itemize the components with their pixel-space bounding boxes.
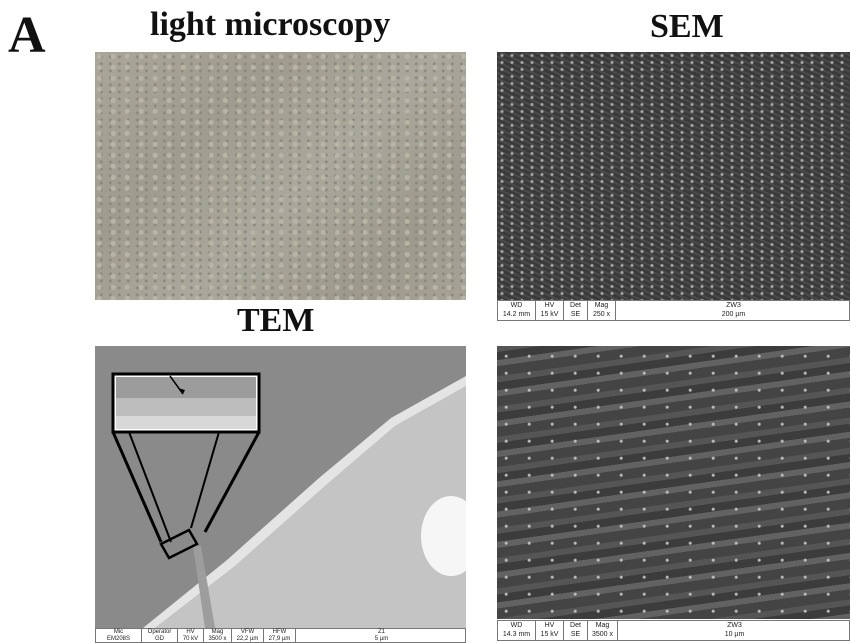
sem-bottom-hv: HV 15 kV (536, 621, 564, 640)
tem-info-bar: Mic EM208S Operator GD HV 70 kV Mag 3500 x V… (95, 628, 466, 643)
sem-bottom-scale: ZW3 10 µm (724, 622, 745, 638)
tem-operator: Operator GD (142, 629, 178, 642)
heading-light-microscopy: light microscopy (150, 6, 391, 43)
sem-image-low-mag (497, 52, 850, 300)
tem-vfw: VFW 22,2 µm (232, 629, 264, 642)
tem-illustration (95, 346, 466, 628)
tem-mic: Mic EM208S (96, 629, 142, 642)
tem-scale: Z1 5 µm (374, 629, 389, 642)
panel-label: A (8, 7, 46, 64)
sem-top-scale: ZW3 200 µm (721, 302, 746, 318)
tem-image (95, 346, 466, 628)
light-microscopy-image (95, 52, 466, 300)
tem-hfw: HFW 27,9 µm (264, 629, 296, 642)
sem-bottom-det: Det SE (564, 621, 588, 640)
sem-info-bar-bottom: WD 14.3 mm HV 15 kV Det SE Mag 3500 x ZW3 10 … (497, 620, 850, 641)
sem-top-wd: WD 14.2 mm (498, 301, 536, 320)
sem-top-mag: Mag 250 x (588, 301, 616, 320)
sem-top-det: Det SE (564, 301, 588, 320)
tem-mag: Mag 3500 x (204, 629, 232, 642)
heading-sem: SEM (650, 8, 724, 45)
tem-hv: HV 70 kV (178, 629, 204, 642)
sem-bottom-wd: WD 14.3 mm (498, 621, 536, 640)
sem-info-bar-top: WD 14.2 mm HV 15 kV Det SE Mag 250 x ZW3 200 … (497, 300, 850, 321)
heading-tem: TEM (237, 302, 315, 339)
sem-top-hv: HV 15 kV (536, 301, 564, 320)
sem-bottom-mag: Mag 3500 x (588, 621, 618, 640)
sem-image-high-mag (497, 346, 850, 619)
